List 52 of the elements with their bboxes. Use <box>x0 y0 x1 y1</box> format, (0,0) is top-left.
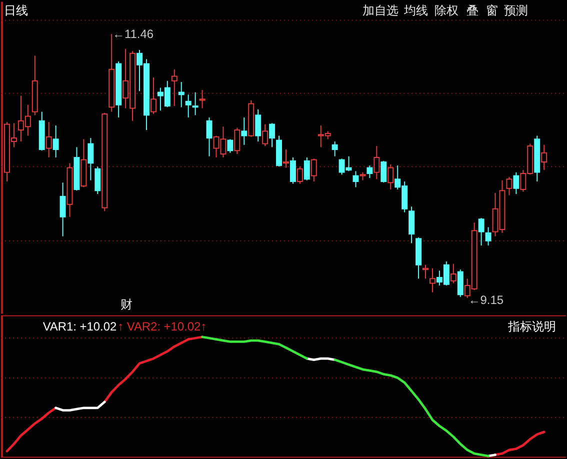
text: 窗 <box>486 3 498 18</box>
candlestick <box>283 148 289 168</box>
candlestick <box>192 92 198 116</box>
candlestick <box>478 218 484 246</box>
text: 加自选 <box>362 3 398 18</box>
text: ↑ VAR2: +10.02↑ <box>118 319 207 334</box>
text: 指标说明 <box>507 319 556 334</box>
candlestick <box>60 182 66 237</box>
text: 预测 <box>504 3 528 18</box>
chart-title: 日线 <box>4 3 28 18</box>
candlestick <box>241 116 248 146</box>
annotation: 财 <box>120 298 133 312</box>
candlestick <box>450 263 456 284</box>
candlestick <box>52 124 59 158</box>
candlestick <box>296 166 303 184</box>
candlestick <box>185 94 192 118</box>
candlestick <box>310 158 317 182</box>
candlestick <box>94 166 101 195</box>
candlestick <box>262 124 268 147</box>
candlestick <box>290 156 296 184</box>
annotation: ←9.15 <box>468 293 504 308</box>
candlestick <box>332 140 338 157</box>
candlestick <box>206 116 212 157</box>
candlestick <box>541 144 548 171</box>
candlestick <box>304 156 310 181</box>
text: 叠 <box>466 3 479 18</box>
candlestick <box>513 172 520 195</box>
candlestick <box>234 127 240 155</box>
candlestick <box>366 164 373 179</box>
candlestick <box>255 108 262 142</box>
candlestick <box>178 82 184 108</box>
annotation: ←11.46 <box>112 26 154 41</box>
candlestick <box>422 264 428 280</box>
text: 除权 <box>434 3 459 18</box>
candlestick <box>485 226 492 246</box>
candlestick <box>269 122 276 148</box>
candlestick <box>388 164 394 190</box>
candlestick <box>506 176 512 196</box>
text: 均线 <box>403 3 428 18</box>
candlestick <box>352 170 359 188</box>
candlestick <box>429 268 436 293</box>
candlestick <box>88 138 94 181</box>
candlestick <box>46 122 52 158</box>
candlestick <box>457 268 464 298</box>
candlestick <box>171 68 178 107</box>
candlestick <box>408 206 415 244</box>
candlestick <box>374 146 380 180</box>
candlestick <box>227 138 234 154</box>
candlestick <box>380 160 387 184</box>
candlestick <box>150 76 156 115</box>
text: VAR1: +10.02 <box>42 319 117 334</box>
candlestick <box>199 90 206 109</box>
